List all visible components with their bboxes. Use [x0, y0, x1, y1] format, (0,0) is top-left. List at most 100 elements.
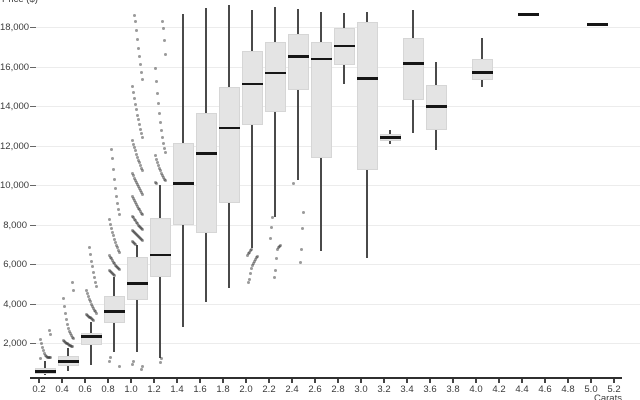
outlier-dot [133, 219, 137, 223]
x-tick-mark [176, 378, 178, 384]
outlier-dot [87, 246, 91, 250]
outlier-dot [91, 306, 95, 310]
box-median [241, 82, 263, 86]
box-median [356, 77, 378, 80]
outlier-dot [61, 297, 65, 301]
outlier-dot [278, 244, 282, 248]
outlier-dot [132, 97, 136, 101]
outlier-dot [301, 210, 305, 214]
outlier-dot [38, 356, 42, 360]
outlier-dot [276, 246, 280, 250]
outlier-dot [109, 271, 113, 275]
outlier-dot [272, 275, 276, 279]
outlier-dot [157, 166, 161, 170]
outlier-dot [38, 337, 42, 341]
outlier-dot [85, 313, 89, 317]
outlier-dot [131, 142, 135, 146]
outlier-dot [130, 239, 134, 243]
outlier-dot [270, 216, 274, 220]
outlier-dot [136, 234, 140, 238]
outlier-dot [268, 236, 272, 240]
outlier-dot [90, 265, 94, 269]
outlier-dot [107, 218, 111, 222]
outlier-dot [133, 201, 137, 205]
box-rect [103, 295, 125, 324]
y-tick-label: 4,000 [3, 298, 27, 310]
outlier-dot [42, 351, 46, 355]
box-rect [126, 256, 148, 300]
outlier-dot [160, 136, 164, 140]
outlier-dot [131, 360, 135, 364]
outlier-dot [154, 79, 158, 83]
box-median [425, 105, 447, 108]
outlier-dot [249, 247, 253, 251]
outlier-dot [86, 295, 90, 299]
outlier-dot [298, 260, 302, 264]
outlier-dot [110, 259, 114, 263]
outlier-dot [110, 156, 114, 160]
x-tick-label: 1.0 [124, 383, 138, 395]
box-median [586, 23, 608, 26]
outlier-dot [108, 270, 112, 274]
outlier-dot [136, 158, 140, 162]
y-tick-label: 10,000 [0, 180, 30, 192]
outlier-dot [133, 20, 137, 24]
box-median [80, 335, 102, 338]
outlier-dot [85, 291, 89, 295]
outlier-dot [247, 278, 251, 282]
outlier-dot [91, 318, 95, 322]
outlier-dot [131, 197, 135, 201]
box-median [126, 282, 148, 285]
outlier-dot [140, 77, 144, 81]
outlier-dot [48, 332, 52, 336]
outlier-dot [137, 123, 141, 127]
x-tick-mark [314, 378, 316, 384]
outlier-dot [140, 238, 144, 242]
outlier-dot [132, 146, 136, 150]
outlier-dot [68, 332, 72, 336]
x-tick-mark [84, 378, 86, 384]
outlier-dot [247, 250, 251, 254]
gridline [30, 145, 640, 147]
gridline [30, 303, 640, 305]
box-rect [149, 217, 171, 277]
outlier-dot [138, 164, 142, 168]
outlier-dot [135, 113, 139, 117]
box-median [34, 370, 56, 373]
outlier-dot [139, 367, 143, 371]
outlier-dot [110, 271, 114, 275]
gridline [30, 224, 640, 226]
outlier-dot [116, 249, 120, 253]
x-tick-label: 2.0 [239, 383, 253, 395]
outlier-dot [111, 272, 115, 276]
x-tick-mark [222, 378, 224, 384]
outlier-dot [133, 242, 137, 246]
outlier-dot [46, 355, 50, 359]
box-median [287, 55, 309, 58]
outlier-dot [113, 263, 117, 267]
outlier-dot [137, 224, 141, 228]
outlier-dot [135, 233, 139, 237]
outlier-dot [136, 223, 140, 227]
outlier-dot [90, 304, 94, 308]
outlier-dot [136, 185, 140, 189]
outlier-dot [159, 171, 163, 175]
outlier-dot [133, 231, 137, 235]
outlier-dot [117, 268, 121, 272]
outlier-dot [273, 269, 277, 272]
outlier-dot [140, 193, 144, 197]
x-tick-mark [245, 378, 247, 384]
outlier-dot [136, 118, 140, 122]
box-median [172, 182, 194, 185]
outlier-dot [84, 312, 88, 316]
y-tick-label: 16,000 [0, 61, 30, 73]
x-tick-label: 3.0 [354, 383, 368, 395]
outlier-dot [253, 257, 257, 261]
outlier-dot [115, 201, 119, 205]
x-tick-mark [337, 378, 339, 384]
x-tick-mark [38, 378, 40, 384]
outlier-dot [246, 281, 250, 285]
x-tick-mark [544, 378, 546, 384]
outlier-dot [137, 161, 141, 165]
outlier-dot [138, 189, 142, 193]
